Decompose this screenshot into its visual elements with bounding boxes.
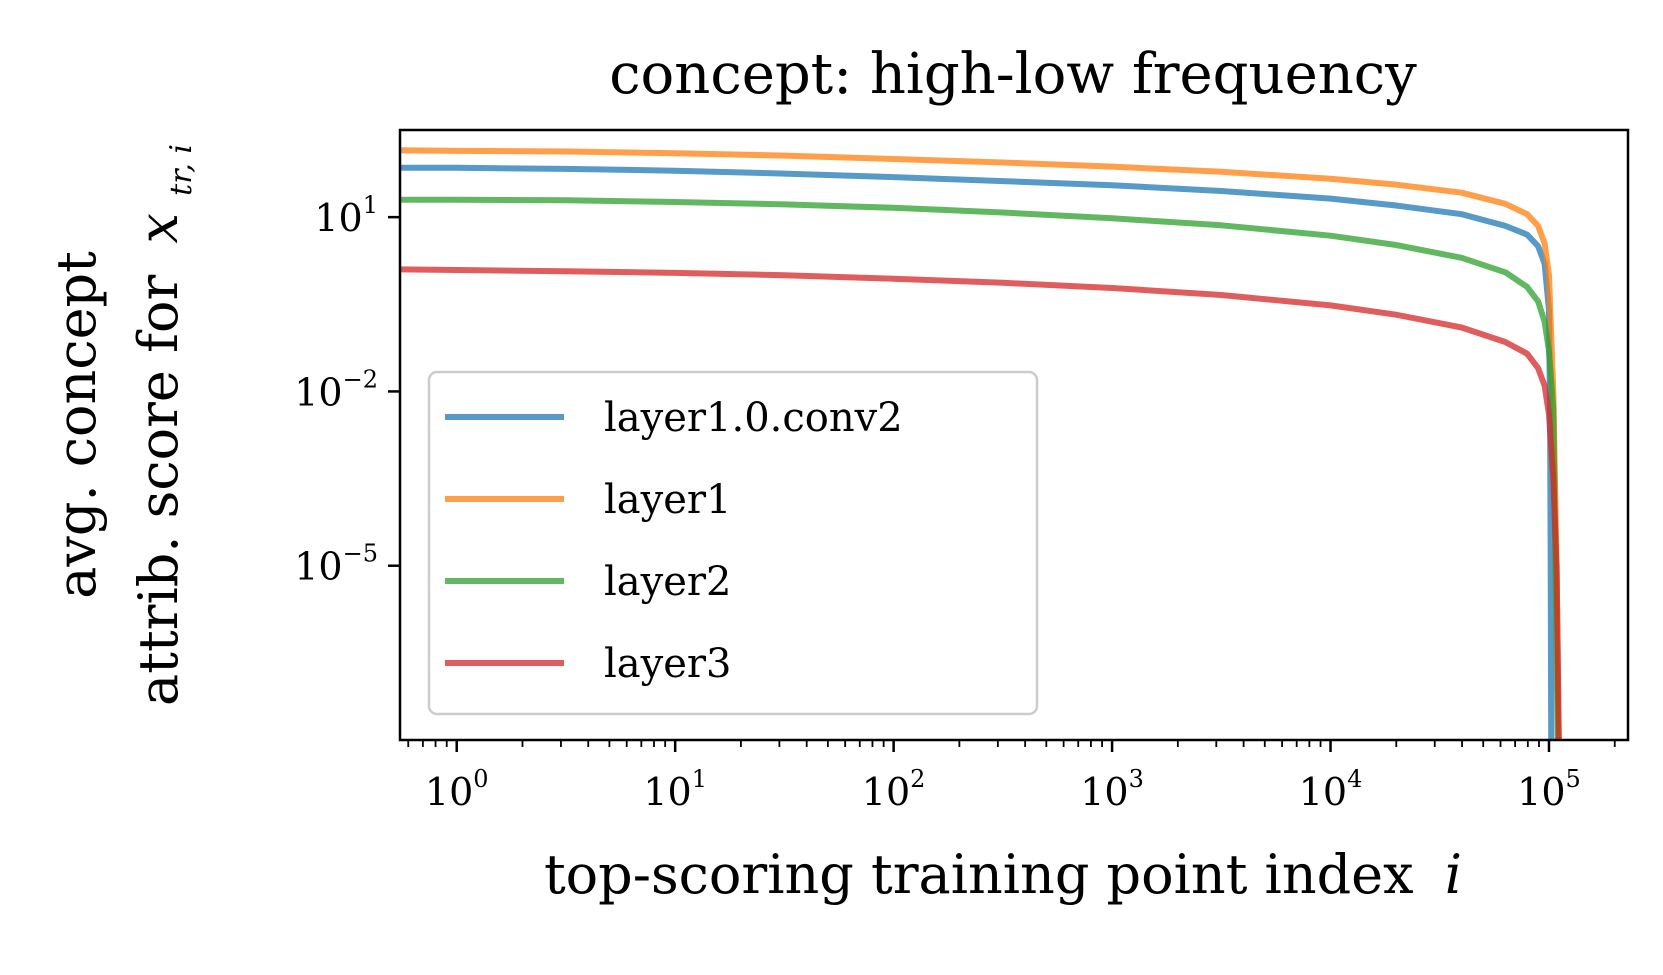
y-tick-label: 10−5 — [294, 540, 378, 589]
x-tick-label: 104 — [1299, 765, 1363, 814]
series-line-layer3 — [400, 266, 1562, 740]
legend-box — [427, 370, 1039, 716]
y-tick-label: 101 — [314, 191, 378, 240]
y-axis-label-var-sub: tr, i — [164, 144, 199, 196]
series-line-layer2 — [400, 196, 1561, 740]
ticks-layer: 100 101 102 103 104 105 101 10−2 10−5 — [294, 191, 1616, 814]
x-tick-label: 105 — [1517, 765, 1581, 814]
series-line-layer1 — [400, 147, 1562, 740]
y-axis-label-var: x — [127, 213, 190, 243]
plot-frame — [398, 128, 1630, 742]
x-tick-label: 102 — [862, 765, 926, 814]
legend: layer1.0.conv2 layer1 layer2 layer3 — [427, 370, 1039, 716]
chart-title: concept: high-low frequency — [609, 42, 1417, 107]
x-tick-label: 103 — [1080, 765, 1144, 814]
y-axis-label-line2: attrib. score for x tr, i — [127, 144, 199, 706]
x-tick-label: 100 — [425, 765, 489, 814]
y-axis-label: avg. concept attrib. score for x tr, i — [45, 144, 199, 706]
legend-label: layer1 — [604, 477, 731, 523]
x-tick-label: 101 — [643, 765, 707, 814]
legend-label: layer2 — [604, 559, 731, 605]
legend-label: layer3 — [604, 641, 731, 687]
x-axis-label-text: top-scoring training point index — [544, 843, 1414, 906]
legend-label: layer1.0.conv2 — [604, 395, 903, 441]
x-axis-label: top-scoring training point index i — [544, 843, 1462, 906]
series-layer — [400, 147, 1562, 740]
y-tick-label: 10−2 — [294, 365, 378, 414]
x-axis-label-var: i — [1445, 843, 1462, 906]
y-axis-label-line1: avg. concept — [45, 251, 108, 599]
y-axis-label-line2-text: attrib. score for — [127, 274, 190, 705]
